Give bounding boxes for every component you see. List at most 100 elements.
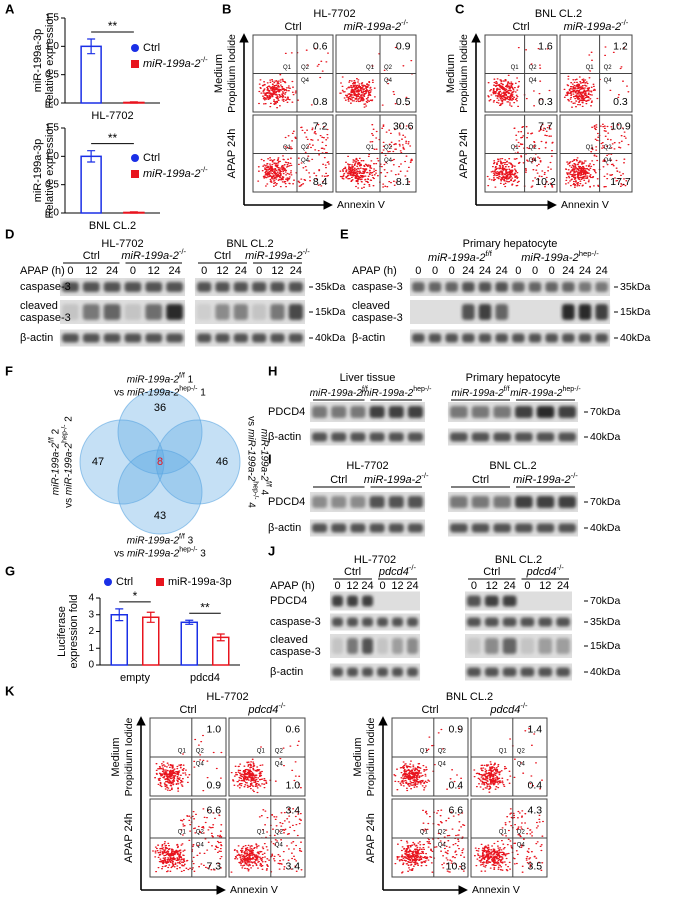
blot-band [124, 282, 142, 292]
row-label: β-actin [268, 431, 301, 443]
quadrant-name: Q2 [301, 65, 310, 71]
panel-letter: D [5, 226, 14, 241]
lane-label: 12 [539, 580, 551, 592]
column-header: pdcd4-/- [247, 701, 286, 716]
blot-band [350, 523, 366, 533]
row-label: APAP 24h [365, 813, 377, 863]
x-axis-label: Annexin V [472, 884, 520, 896]
quadrant-name: Q4 [196, 762, 205, 768]
blot-band [215, 282, 230, 292]
text-part: f/f [486, 249, 493, 258]
text-part: 4 [259, 487, 270, 496]
lane-label: 24 [479, 265, 491, 277]
scatter-dots [152, 808, 223, 873]
group-title: Primary hepatocyte [466, 372, 561, 384]
size-marker: 35kDa [590, 616, 621, 628]
lane-label: 0 [515, 265, 521, 277]
lane-label: 12 [148, 265, 160, 277]
text-part: f/f [49, 437, 56, 443]
lane-label: 24 [562, 265, 574, 277]
x-tick-label: pdcd4 [190, 672, 220, 684]
blot-band [502, 595, 517, 607]
lane-label: 12 [85, 265, 97, 277]
text-part: vs [63, 495, 74, 508]
scatter-dots [258, 47, 329, 109]
quadrant-name: Q4 [301, 78, 310, 84]
blot-band [515, 496, 533, 508]
text-part: 1 [185, 374, 194, 385]
legend-marker [131, 44, 139, 52]
blot-band [332, 617, 343, 627]
blot-band [467, 638, 481, 654]
text-part: miR-199a-2 [127, 387, 180, 398]
condition-label: Ctrl [214, 250, 231, 262]
blot-band [562, 333, 575, 343]
y-tick-label: 1.5 [45, 13, 59, 24]
blot-band [332, 638, 343, 654]
row-label: β-actin [20, 332, 53, 344]
significance-label: ** [200, 600, 210, 614]
text-part: pdcd4 [378, 566, 409, 578]
row-label: Medium [213, 54, 225, 93]
lane-label: 0 [449, 265, 455, 277]
size-marker: 15kDa [315, 306, 346, 318]
blot-background [465, 591, 572, 611]
text-part: pdcd4 [247, 704, 278, 716]
text-part: miR-199a-2 [121, 250, 178, 262]
text-part: miR-199a-2 [344, 21, 401, 33]
text-part: -/- [621, 18, 629, 27]
blot-background [410, 278, 610, 296]
scatter-dots [563, 46, 630, 108]
lane-label: 0 [256, 265, 262, 277]
blot-background [195, 300, 305, 324]
text-part: 1 [197, 387, 206, 398]
quadrant-name: Q1 [511, 145, 520, 151]
size-marker: 70kDa [590, 406, 621, 418]
text-part: -/- [278, 701, 286, 710]
quadrant-name: Q1 [366, 65, 375, 71]
bar [80, 45, 102, 104]
scatter-dots [393, 728, 463, 792]
blot-band [362, 595, 373, 607]
blot-band [233, 304, 248, 320]
size-marker: 70kDa [590, 595, 621, 607]
blot-band [270, 282, 285, 292]
condition-label: miR-199a-2-/- [121, 247, 186, 262]
blot-band [467, 617, 481, 627]
error-bar [185, 619, 194, 625]
error-bar [87, 38, 96, 55]
row-label: caspase-3 [352, 312, 403, 324]
y-tick-label: 1.0 [45, 151, 59, 162]
blot-background [330, 613, 420, 631]
quadrant-name: Q2 [196, 830, 205, 836]
quadrant-value: 0.3 [538, 96, 553, 108]
quadrant-name: Q1 [420, 830, 429, 836]
venn-set [117, 389, 203, 475]
blot-band [478, 333, 492, 343]
scatter-dots [486, 123, 554, 188]
quadrant-name: Q2 [604, 145, 613, 151]
quadrant-name: Q1 [178, 749, 187, 755]
blot-band [145, 282, 163, 292]
blot-band [428, 333, 442, 343]
blot-band [478, 304, 492, 320]
blot-band [124, 333, 142, 343]
quadrant-name: Q1 [283, 65, 292, 71]
blot-band [528, 333, 542, 343]
blot-band [362, 638, 373, 654]
quadrant-name: Q2 [196, 749, 205, 755]
bar [110, 614, 128, 666]
lane-label: 24 [503, 580, 515, 592]
text-part: 2 [50, 428, 61, 437]
column-header: Ctrl [512, 21, 529, 33]
text-part: miR-199a-2 [259, 429, 270, 482]
text-part: hep-/- [562, 386, 581, 393]
quadrant-value: 7.7 [538, 120, 553, 132]
row-label: PDCD4 [268, 496, 305, 508]
lane-label: 24 [596, 265, 608, 277]
blot-band [347, 667, 358, 677]
quadrant-name: Q4 [517, 762, 526, 768]
blot-band [484, 617, 499, 627]
group-title: BNL CL.2 [535, 8, 582, 20]
row-label: caspase-3 [20, 312, 71, 324]
